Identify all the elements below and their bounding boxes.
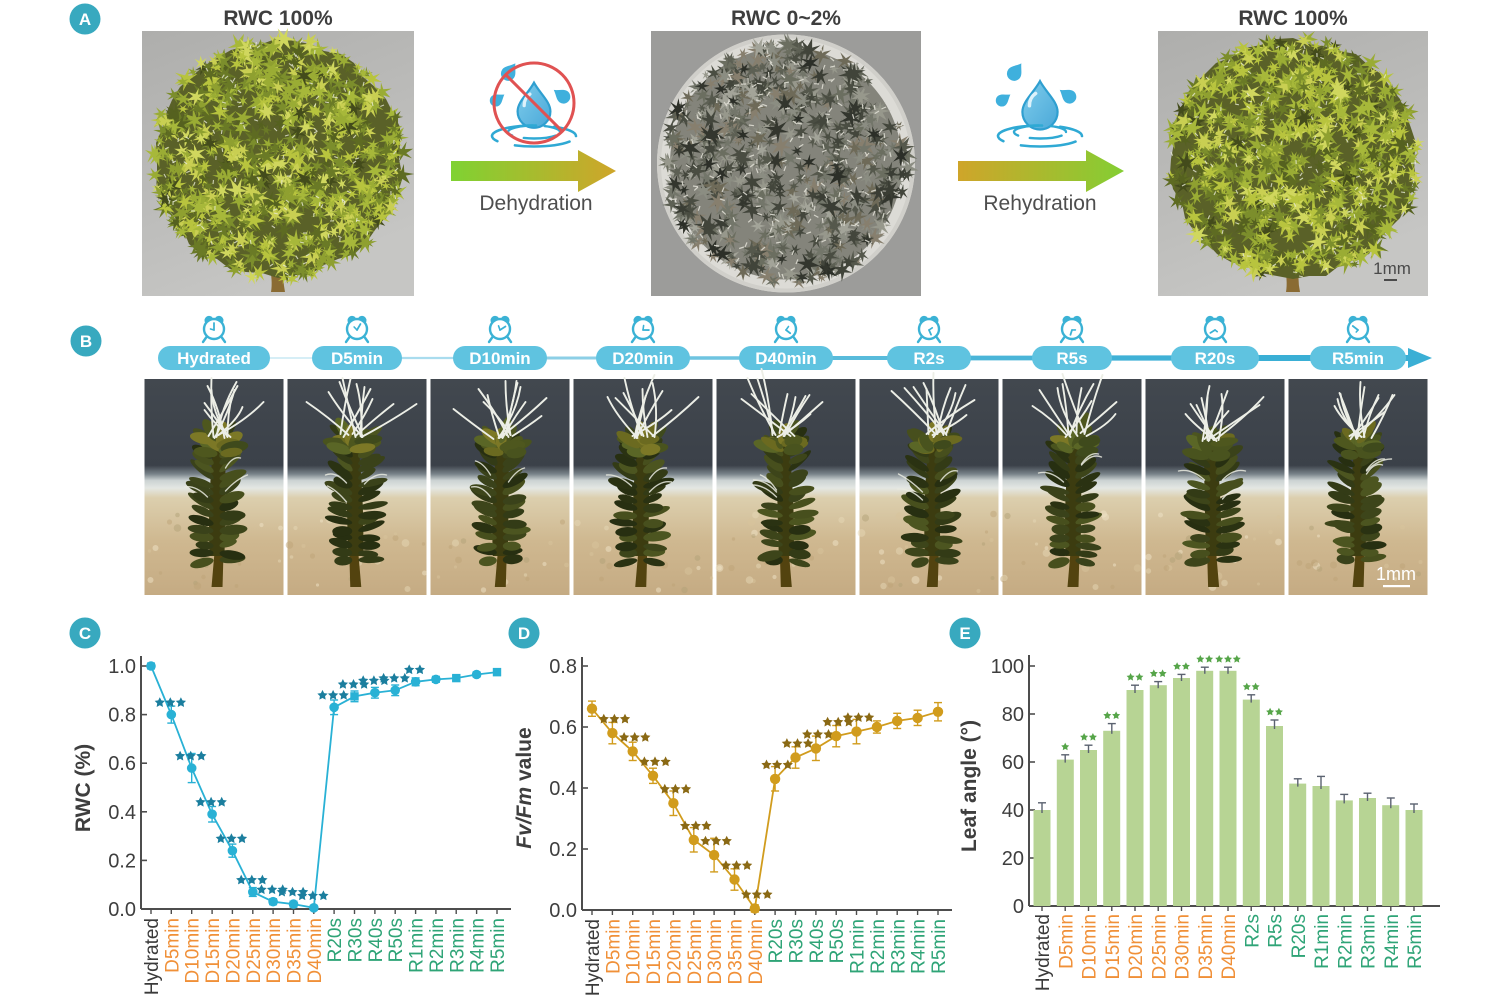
- svg-text:1mm: 1mm: [1376, 564, 1416, 584]
- svg-text:Hydrated: Hydrated: [177, 349, 251, 368]
- svg-text:0.2: 0.2: [108, 850, 136, 872]
- svg-text:R40s: R40s: [366, 918, 387, 962]
- svg-text:R2s: R2s: [1242, 914, 1263, 948]
- svg-text:1.0: 1.0: [108, 656, 136, 678]
- svg-text:RWC 0~2%: RWC 0~2%: [731, 7, 841, 30]
- svg-text:E: E: [959, 624, 970, 643]
- svg-text:D5min: D5min: [603, 919, 624, 974]
- svg-text:R1min: R1min: [1312, 914, 1333, 969]
- svg-text:100: 100: [991, 656, 1024, 678]
- svg-text:D5min: D5min: [331, 349, 383, 368]
- svg-text:R3min: R3min: [447, 918, 468, 973]
- svg-text:R40s: R40s: [807, 919, 828, 963]
- svg-text:R5min: R5min: [488, 918, 509, 973]
- svg-text:D15min: D15min: [203, 918, 224, 983]
- svg-text:R50s: R50s: [827, 919, 848, 963]
- svg-text:R4min: R4min: [468, 918, 489, 973]
- svg-text:B: B: [80, 332, 92, 351]
- svg-text:D10min: D10min: [624, 919, 645, 984]
- svg-text:0.8: 0.8: [108, 705, 136, 727]
- svg-text:R5min: R5min: [929, 919, 950, 974]
- svg-text:0.0: 0.0: [549, 900, 577, 922]
- svg-text:D40min: D40min: [305, 918, 326, 983]
- svg-text:0.4: 0.4: [108, 802, 136, 824]
- svg-text:D15min: D15min: [1103, 914, 1124, 979]
- svg-text:D25min: D25min: [244, 918, 265, 983]
- svg-text:Hydrated: Hydrated: [583, 919, 604, 996]
- svg-text:0: 0: [1013, 896, 1024, 918]
- svg-text:R20s: R20s: [1289, 914, 1310, 958]
- svg-text:R30s: R30s: [787, 919, 808, 963]
- svg-text:0.8: 0.8: [549, 656, 577, 678]
- svg-text:Rehydration: Rehydration: [983, 192, 1096, 215]
- svg-text:D20min: D20min: [223, 918, 244, 983]
- svg-text:R2min: R2min: [427, 918, 448, 973]
- svg-text:0.6: 0.6: [108, 753, 136, 775]
- svg-text:R4min: R4min: [909, 919, 930, 974]
- svg-text:40: 40: [1002, 800, 1024, 822]
- svg-text:D40min: D40min: [755, 349, 816, 368]
- svg-text:A: A: [79, 10, 91, 29]
- svg-text:RWC 100%: RWC 100%: [223, 7, 333, 30]
- svg-text:D30min: D30min: [1173, 914, 1194, 979]
- svg-text:R5s: R5s: [1056, 349, 1087, 368]
- svg-text:D5min: D5min: [1056, 914, 1077, 969]
- svg-text:80: 80: [1002, 704, 1024, 726]
- svg-text:D35min: D35min: [1196, 914, 1217, 979]
- svg-text:D10min: D10min: [183, 918, 204, 983]
- svg-text:R20s: R20s: [766, 919, 787, 963]
- svg-text:R3min: R3min: [888, 919, 909, 974]
- svg-text:D30min: D30min: [705, 919, 726, 984]
- svg-text:R1min: R1min: [407, 918, 428, 973]
- svg-text:R20s: R20s: [1195, 349, 1236, 368]
- svg-text:1mm: 1mm: [1373, 259, 1411, 278]
- svg-text:R1min: R1min: [848, 919, 869, 974]
- svg-text:0.4: 0.4: [549, 778, 577, 800]
- svg-text:Fv/Fm value: Fv/Fm value: [513, 727, 536, 848]
- svg-text:60: 60: [1002, 752, 1024, 774]
- svg-text:D5min: D5min: [162, 918, 183, 973]
- svg-text:R50s: R50s: [386, 918, 407, 962]
- svg-text:R2min: R2min: [1335, 914, 1356, 969]
- svg-text:20: 20: [1002, 848, 1024, 870]
- svg-text:D40min: D40min: [1219, 914, 1240, 979]
- svg-text:0.0: 0.0: [108, 899, 136, 921]
- svg-text:R5min: R5min: [1405, 914, 1426, 969]
- svg-text:R5min: R5min: [1332, 349, 1384, 368]
- svg-text:Hydrated: Hydrated: [1033, 914, 1054, 991]
- svg-text:D20min: D20min: [1126, 914, 1147, 979]
- svg-text:D20min: D20min: [612, 349, 673, 368]
- svg-text:RWC (%): RWC (%): [72, 744, 95, 832]
- svg-text:Dehydration: Dehydration: [479, 192, 592, 215]
- svg-text:D35min: D35min: [725, 919, 746, 984]
- svg-text:RWC 100%: RWC 100%: [1238, 7, 1348, 30]
- svg-text:D: D: [518, 624, 530, 643]
- svg-text:R4min: R4min: [1382, 914, 1403, 969]
- svg-text:0.2: 0.2: [549, 839, 577, 861]
- svg-text:D40min: D40min: [746, 919, 767, 984]
- svg-text:R2min: R2min: [868, 919, 889, 974]
- svg-text:R5s: R5s: [1266, 914, 1287, 948]
- svg-text:D25min: D25min: [1149, 914, 1170, 979]
- svg-text:D15min: D15min: [644, 919, 665, 984]
- svg-text:D10min: D10min: [1080, 914, 1101, 979]
- svg-text:C: C: [79, 624, 91, 643]
- svg-text:D10min: D10min: [469, 349, 530, 368]
- svg-text:R20s: R20s: [325, 918, 346, 962]
- svg-text:0.6: 0.6: [549, 717, 577, 739]
- svg-text:Leaf angle (°): Leaf angle (°): [958, 720, 981, 852]
- svg-text:D25min: D25min: [685, 919, 706, 984]
- svg-text:D20min: D20min: [664, 919, 685, 984]
- svg-text:R30s: R30s: [346, 918, 367, 962]
- svg-text:R2s: R2s: [913, 349, 944, 368]
- svg-text:D35min: D35min: [284, 918, 305, 983]
- svg-text:R3min: R3min: [1359, 914, 1380, 969]
- svg-text:Hydrated: Hydrated: [142, 918, 163, 995]
- svg-text:D30min: D30min: [264, 918, 285, 983]
